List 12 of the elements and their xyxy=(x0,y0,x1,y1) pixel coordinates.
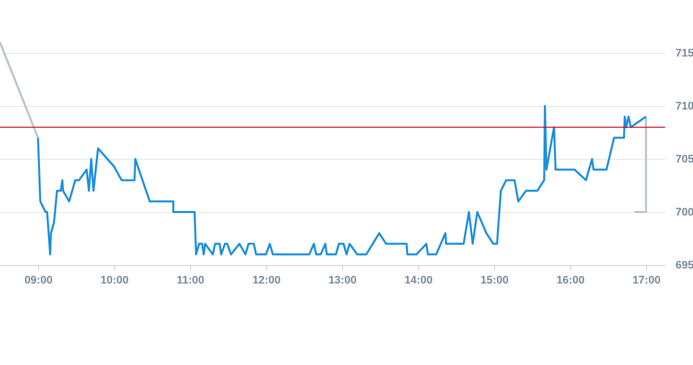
x-tick-label: 10:00 xyxy=(100,274,129,286)
x-tick-label: 09:00 xyxy=(24,274,53,286)
x-tick-label: 16:00 xyxy=(556,274,585,286)
line-series xyxy=(37,105,647,256)
y-tick-label: 710 xyxy=(676,100,693,112)
y-tick-label: 700 xyxy=(676,206,693,218)
x-tick-label: 14:00 xyxy=(404,274,433,286)
x-tick-label: 11:00 xyxy=(176,274,204,286)
x-tick-label: 13:00 xyxy=(328,274,357,286)
x-tick-label: 12:00 xyxy=(252,274,281,286)
x-tick-label: 15:00 xyxy=(480,274,509,286)
x-tick-label: 17:00 xyxy=(632,274,661,286)
